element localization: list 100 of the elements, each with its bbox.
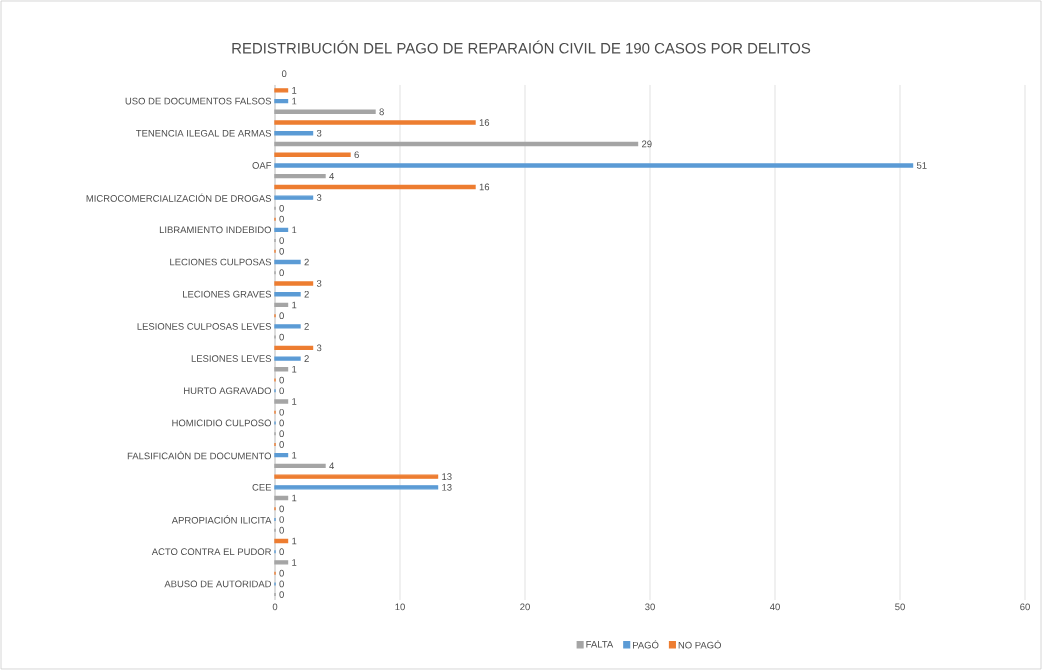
data-label: 3	[316, 129, 322, 137]
bar	[274, 463, 326, 469]
data-label: 3	[316, 344, 322, 352]
data-label: 13	[442, 483, 452, 491]
bar	[274, 259, 301, 265]
y-tick-label: MICROCOMERCIALIZACIÓN DE DROGAS	[86, 193, 272, 202]
data-label: 1	[292, 494, 297, 502]
bar	[274, 485, 439, 490]
x-tick-label: 20	[520, 603, 530, 611]
data-label: 1	[292, 97, 297, 105]
data-label: 51	[916, 162, 927, 169]
bar	[274, 227, 289, 233]
bar	[274, 292, 301, 297]
bar	[274, 184, 476, 190]
legend-label: PAGÓ	[633, 640, 659, 649]
bar	[274, 495, 289, 501]
bar	[274, 98, 289, 104]
bar	[274, 302, 289, 308]
data-label: 0	[279, 237, 284, 244]
bar	[274, 324, 301, 329]
bar	[274, 88, 289, 93]
data-label: 16	[479, 183, 490, 191]
data-label: 2	[304, 258, 309, 266]
data-label: 0	[279, 387, 284, 395]
x-tick-label: 40	[769, 603, 780, 611]
data-label: 1	[292, 398, 297, 405]
y-tick-label: LESIONES CULPOSAS LEVES	[137, 323, 272, 330]
y-tick-label: HOMICIDIO CULPOSO	[172, 419, 272, 427]
data-label: 0	[279, 419, 284, 427]
bar	[274, 345, 314, 351]
data-label: 1	[292, 87, 297, 94]
bar	[274, 399, 289, 404]
data-label: 1	[292, 451, 297, 459]
x-tick-label: 10	[395, 603, 405, 611]
bar	[274, 474, 439, 479]
y-tick-label: ACTO CONTRA EL PUDOR	[151, 548, 272, 556]
bar	[274, 120, 476, 125]
legend-label: FALTA	[586, 641, 614, 648]
data-label: 6	[354, 151, 359, 159]
bar	[274, 173, 326, 179]
data-label: 29	[642, 140, 652, 148]
legend-label: NO PAGÓ	[678, 640, 721, 649]
y-tick-label: LECIONES CULPOSAS	[170, 258, 272, 266]
y-tick-label: FALSIFICAIÓN DE DOCUMENTO	[127, 450, 272, 460]
x-tick-label: 0	[272, 603, 278, 611]
y-tick-label: OAF	[252, 162, 272, 169]
data-label: 1	[292, 366, 297, 373]
data-label: 0	[279, 505, 284, 513]
data-label: 0	[279, 333, 284, 341]
data-label: 16	[479, 119, 490, 126]
data-label: 0	[279, 312, 284, 320]
data-label: 1	[292, 559, 297, 566]
y-tick-label: TENENCIA ILEGAL DE ARMAS	[136, 129, 272, 137]
data-label: 4	[329, 172, 335, 180]
bar	[274, 356, 301, 361]
data-label: 2	[304, 355, 309, 362]
bar	[274, 452, 289, 458]
data-label: 2	[304, 323, 309, 330]
data-label: 0	[279, 204, 284, 212]
data-label: 0	[279, 376, 284, 384]
data-label: 0	[279, 215, 284, 223]
bar	[274, 131, 314, 136]
data-label: 0	[279, 591, 284, 598]
x-tick-label: 50	[895, 603, 905, 611]
x-tick-label: 60	[1020, 603, 1030, 611]
bar	[274, 163, 914, 168]
y-tick-label: USO DE DOCUMENTOS FALSOS	[125, 97, 272, 105]
bar	[274, 141, 639, 147]
y-tick-label: HURTO AGRAVADO	[184, 387, 272, 395]
bar	[274, 195, 314, 200]
data-label: 0	[279, 430, 284, 438]
data-label: 3	[316, 194, 322, 201]
y-tick-label: CEE	[252, 483, 272, 491]
data-label: 0	[279, 247, 284, 255]
data-label: 2	[304, 290, 309, 298]
data-label: 4	[329, 462, 335, 470]
bar	[274, 560, 289, 565]
chart-title: REDISTRIBUCIÓN DEL PAGO DE REPARAIÓN CIVIL DE 190 CASOS POR DELITOS	[232, 40, 811, 54]
bar	[274, 109, 376, 114]
bar	[274, 367, 289, 372]
data-label: 1	[292, 537, 297, 545]
data-label: 0	[279, 516, 284, 523]
y-tick-label: LESIONES LEVES	[191, 355, 272, 362]
text: 0	[281, 70, 287, 77]
data-label: 1	[292, 226, 297, 234]
bar	[274, 538, 289, 544]
bar	[274, 152, 351, 157]
data-label: 8	[379, 108, 384, 116]
data-label: 0	[279, 441, 284, 448]
y-tick-label: LECIONES GRAVES	[183, 290, 272, 298]
data-label: 0	[279, 408, 284, 416]
data-label: 0	[279, 526, 284, 534]
data-label: 1	[292, 301, 297, 309]
data-label: 0	[279, 548, 284, 556]
x-tick-label: 30	[645, 603, 655, 611]
y-tick-label: LIBRAMIENTO INDEBIDO	[159, 226, 272, 234]
y-tick-label: ABUSO DE AUTORIDAD	[164, 580, 272, 588]
data-label: 13	[442, 473, 452, 480]
bar	[274, 281, 314, 286]
data-label: 0	[279, 269, 284, 277]
